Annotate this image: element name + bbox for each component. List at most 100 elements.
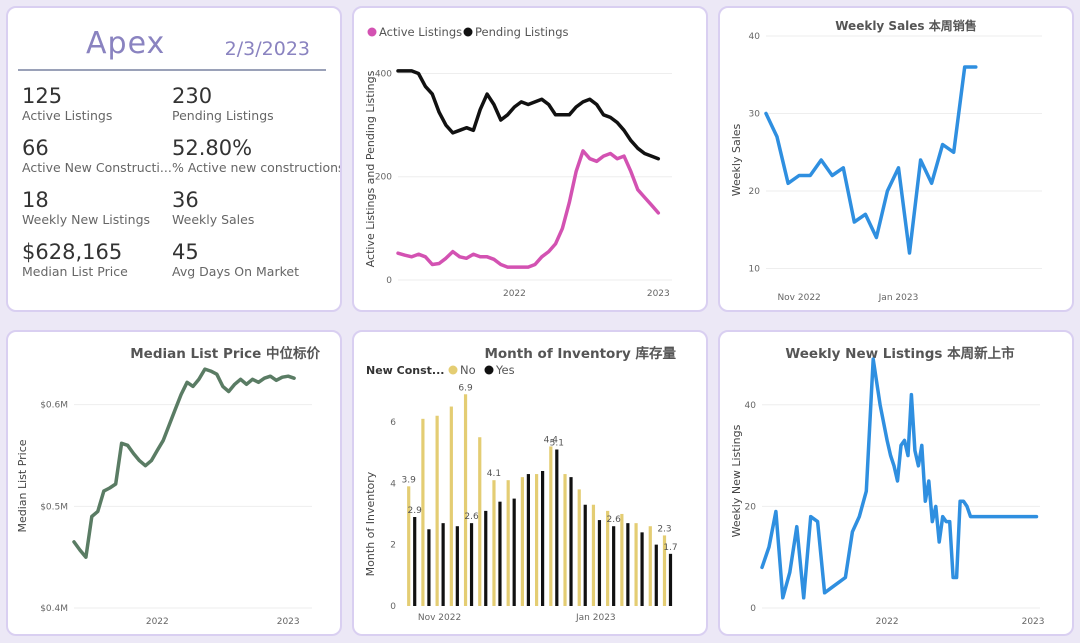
y-tick-label: 0 <box>386 276 392 286</box>
kpi-value: 125 <box>22 84 112 108</box>
kpi-title: Apex <box>86 26 165 61</box>
legend-title: New Const... <box>366 364 444 377</box>
weekly-sales-chart[interactable]: Weekly Sales 本周销售 10 20 30 40 Nov 2022 Jan 202… <box>720 8 1072 310</box>
kpi-label: % Active new constructions <box>172 160 342 176</box>
bar-no <box>407 486 410 606</box>
kpi-label: Active New Constructi... <box>22 160 172 176</box>
legend-entry: No <box>460 363 476 377</box>
bar-no <box>521 477 524 606</box>
series-line-0 <box>766 67 976 253</box>
weekly-sales-card: Weekly Sales 本周销售 10 20 30 40 Nov 2022 Jan 202… <box>718 6 1074 312</box>
legend-marker <box>464 28 473 37</box>
bar-yes <box>640 532 643 606</box>
bar-no <box>592 505 595 606</box>
y-tick-label: 0 <box>390 602 396 612</box>
x-tick-label: 2023 <box>1022 617 1045 627</box>
bar-no <box>620 514 623 606</box>
bar-no <box>535 474 538 606</box>
new-listings-card: Weekly New Listings 本周新上市 0 20 40 2022 2023 We… <box>718 330 1074 636</box>
bar-yes <box>470 523 473 606</box>
y-tick-label: 6 <box>390 418 396 428</box>
data-label: 2.6 <box>606 515 621 525</box>
bar-yes <box>527 474 530 606</box>
legend-entry: Yes <box>495 363 515 377</box>
kpi-label: Weekly New Listings <box>22 212 150 228</box>
bar-no <box>563 474 566 606</box>
bar-yes <box>669 554 672 606</box>
x-tick-label: 2022 <box>503 289 526 299</box>
y-axis-label: Month of Inventory <box>364 471 377 576</box>
y-axis-label: Median List Price <box>16 439 29 532</box>
inventory-chart[interactable]: Month of Inventory 库存量 New Const... No Yes 0… <box>354 332 706 634</box>
kpi-item: 125 Active Listings <box>22 84 112 124</box>
series-line-0 <box>74 369 294 557</box>
chart-title: Month of Inventory 库存量 <box>484 345 676 362</box>
bar-no <box>634 523 637 606</box>
chart-title: Weekly New Listings 本周新上市 <box>785 345 1015 362</box>
y-tick-label: $0.4M <box>40 604 68 614</box>
bar-yes <box>555 450 558 606</box>
bar-no <box>649 526 652 606</box>
series-line-1 <box>398 71 658 159</box>
data-label: 4.1 <box>487 469 501 479</box>
kpi-item: $628,165 Median List Price <box>22 240 128 280</box>
x-tick-label: Nov 2022 <box>418 613 461 623</box>
data-label: 2.3 <box>657 524 671 534</box>
legend-marker <box>368 28 377 37</box>
bar-yes <box>427 529 430 606</box>
x-tick-label: Jan 2023 <box>575 613 616 623</box>
y-axis-label: Weekly Sales <box>730 123 743 196</box>
data-label: 6.9 <box>458 383 473 393</box>
data-label: 2.9 <box>408 506 423 516</box>
inventory-card: Month of Inventory 库存量 New Const... No Yes 0… <box>352 330 708 636</box>
y-axis-label: Active Listings and Pending Listings <box>364 70 377 267</box>
listings-chart[interactable]: 0 200 400 2022 2023 Active Listings and Pendi… <box>354 8 706 310</box>
y-tick-label: 40 <box>745 401 757 411</box>
kpi-item: 18 Weekly New Listings <box>22 188 150 228</box>
y-tick-label: 30 <box>749 110 761 120</box>
y-tick-label: 10 <box>749 265 761 275</box>
new-listings-chart[interactable]: Weekly New Listings 本周新上市 0 20 40 2022 2023 We… <box>720 332 1072 634</box>
median-price-card: Median List Price 中位标价 $0.4M $0.5M $0.6M 202… <box>6 330 342 636</box>
y-tick-label: $0.6M <box>40 401 68 411</box>
bar-yes <box>456 526 459 606</box>
x-tick-label: 2023 <box>647 289 670 299</box>
y-axis-label: Weekly New Listings <box>730 424 743 537</box>
legend-entry: Pending Listings <box>475 25 569 39</box>
y-tick-label: 20 <box>745 502 757 512</box>
bar-yes <box>584 505 587 606</box>
bar-no <box>464 394 467 606</box>
x-tick-label: Nov 2022 <box>777 293 820 303</box>
bar-no <box>492 480 495 606</box>
data-label: 1.7 <box>663 543 677 553</box>
y-tick-label: 20 <box>749 187 761 197</box>
chart-title: Median List Price 中位标价 <box>130 345 320 362</box>
kpi-value: 52.80% <box>172 136 342 160</box>
bar-yes <box>655 545 658 606</box>
kpi-label: Pending Listings <box>172 108 274 124</box>
y-tick-label: 200 <box>375 173 392 183</box>
kpi-card: Apex 2/3/2023 125 Active Listings 230 Pendi… <box>6 6 342 312</box>
series-line-0 <box>762 359 1037 598</box>
data-label: 4.4 <box>544 435 559 445</box>
x-tick-label: Jan 2023 <box>878 293 919 303</box>
x-tick-label: 2023 <box>277 617 300 627</box>
kpi-value: 230 <box>172 84 274 108</box>
bar-no <box>549 446 552 606</box>
chart-title: Weekly Sales 本周销售 <box>835 18 977 33</box>
bar-yes <box>513 499 516 606</box>
x-tick-label: 2022 <box>876 617 899 627</box>
kpi-value: $628,165 <box>22 240 128 264</box>
kpi-value: 18 <box>22 188 150 212</box>
y-tick-label: 400 <box>375 69 392 79</box>
bar-no <box>507 480 510 606</box>
bar-yes <box>569 477 572 606</box>
median-price-chart[interactable]: Median List Price 中位标价 $0.4M $0.5M $0.6M 202… <box>8 332 340 634</box>
kpi-value: 45 <box>172 240 299 264</box>
bar-yes <box>498 502 501 606</box>
kpi-item: 45 Avg Days On Market <box>172 240 299 280</box>
bar-yes <box>442 523 445 606</box>
y-tick-label: 4 <box>390 479 396 489</box>
bar-no <box>578 489 581 606</box>
bar-yes <box>484 511 487 606</box>
